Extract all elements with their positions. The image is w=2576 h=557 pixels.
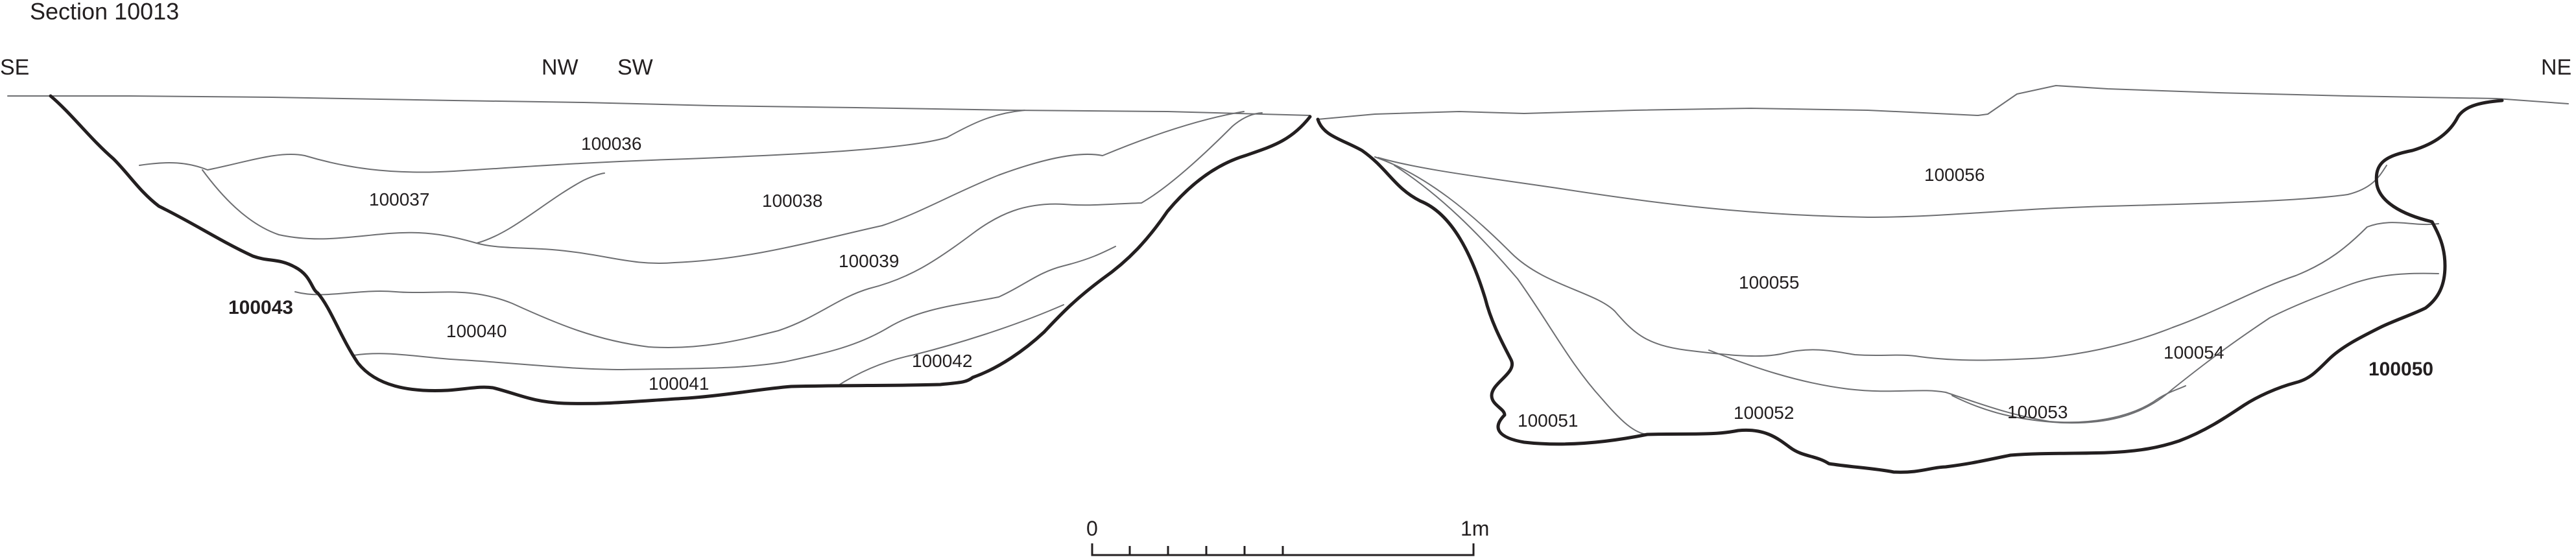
context-label-100038: 100038 xyxy=(762,191,822,211)
ground-surface-right xyxy=(1317,85,2569,120)
orientation-sw: SW xyxy=(617,55,653,80)
orientation-se: SE xyxy=(0,55,29,80)
context-label-100042: 100042 xyxy=(912,351,972,371)
context-label-100056: 100056 xyxy=(1924,165,1985,185)
fill-boundary-100055-base xyxy=(1374,156,2439,361)
fill-boundary-100038-base xyxy=(476,111,1245,264)
context-label-100037: 100037 xyxy=(369,189,429,209)
fill-boundary-100036-base xyxy=(139,110,1025,173)
scale-bar: 0 1m xyxy=(1086,517,1489,556)
context-label-100039: 100039 xyxy=(839,251,899,271)
context-label-100040: 100040 xyxy=(446,321,507,341)
section-title: Section 10013 xyxy=(30,0,179,25)
cut-label-100043: 100043 xyxy=(228,297,293,318)
ground-surface-left xyxy=(7,95,1311,116)
context-label-100041: 100041 xyxy=(649,373,709,394)
fill-boundary-100040-base xyxy=(353,246,1116,370)
fill-boundary-100041-100042 xyxy=(836,304,1064,387)
context-label-100052: 100052 xyxy=(1734,403,1794,423)
fill-boundary-100056-base xyxy=(1377,157,2387,218)
orientation-ne: NE xyxy=(2541,55,2571,80)
orientation-nw: NW xyxy=(542,55,578,80)
fill-boundary-100051-100052 xyxy=(1394,165,1648,435)
context-label-100036: 100036 xyxy=(581,134,641,154)
context-label-100053: 100053 xyxy=(2007,402,2068,422)
fill-boundary-100053-base xyxy=(1951,272,2439,424)
scale-start-label: 0 xyxy=(1086,517,1098,540)
scale-end-label: 1m xyxy=(1461,517,1489,540)
cut-outline-100050 xyxy=(1316,99,2504,474)
fill-boundary-100039-base xyxy=(294,112,1263,348)
fill-boundary-100037-100038 xyxy=(202,169,605,244)
context-label-100055: 100055 xyxy=(1739,272,1799,292)
fill-boundary-100052-inner xyxy=(1708,350,2186,423)
context-label-100054: 100054 xyxy=(2164,342,2224,362)
cut-outline-100043 xyxy=(49,94,1312,405)
context-label-100051: 100051 xyxy=(1518,410,1578,431)
cut-label-100050: 100050 xyxy=(2368,359,2433,380)
